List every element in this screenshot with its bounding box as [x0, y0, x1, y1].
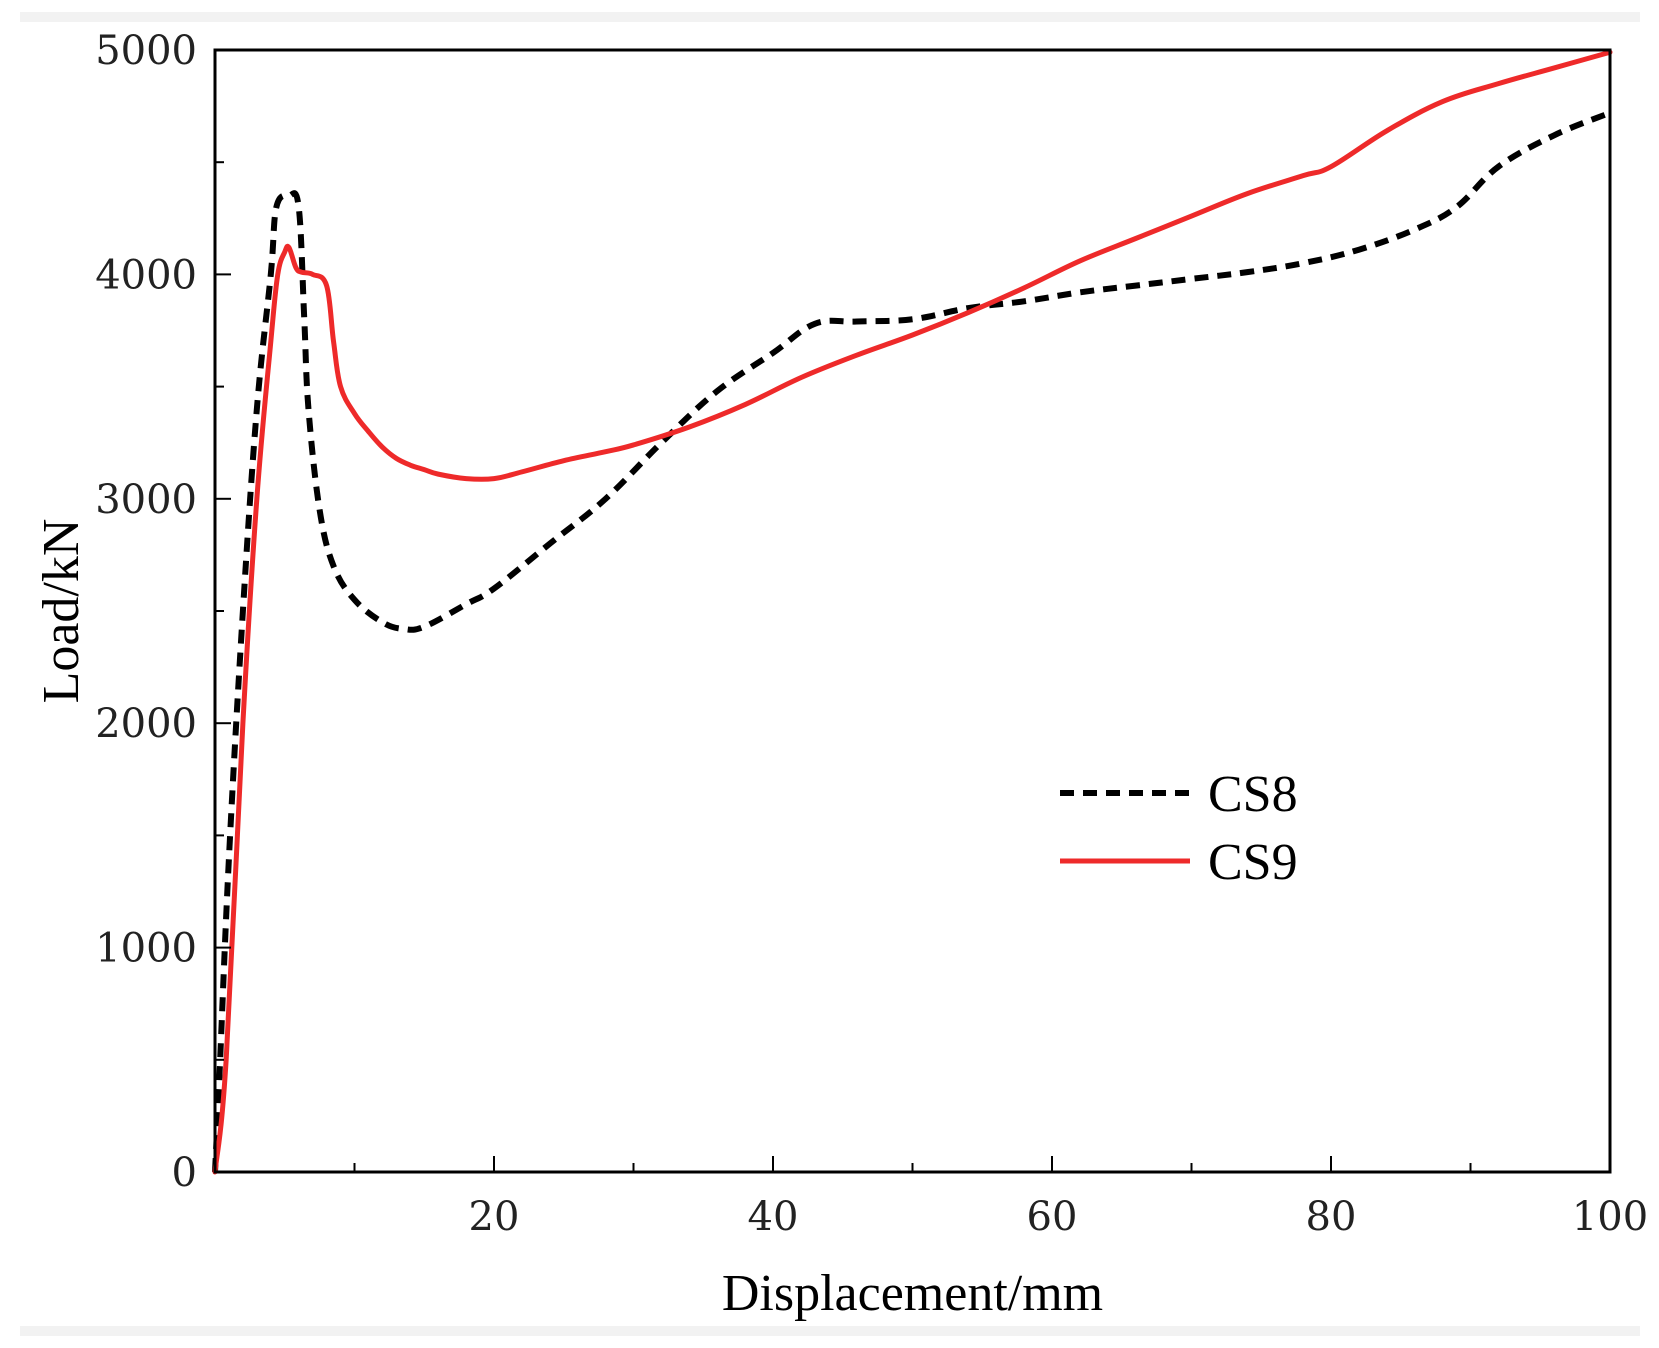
y-tick-label: 1000 — [95, 926, 197, 972]
x-tick-label: 80 — [1306, 1194, 1357, 1240]
y-axis-title: Load/kN — [33, 519, 90, 704]
x-tick-label: 60 — [1027, 1194, 1078, 1240]
x-tick-label: 20 — [469, 1194, 520, 1240]
x-tick-label: 100 — [1572, 1194, 1648, 1240]
bottom-border-band — [20, 1326, 1640, 1336]
y-tick-label: 0 — [172, 1150, 197, 1196]
legend-label-cs8: CS8 — [1208, 766, 1298, 823]
series-line-cs9 — [212, 49, 1613, 1175]
y-tick-label: 3000 — [95, 477, 197, 523]
series-line-cs8 — [212, 110, 1612, 1173]
x-tick-label: 40 — [748, 1194, 799, 1240]
plot-frame — [213, 48, 1612, 1174]
x-axis-title: Displacement/mm — [722, 1265, 1103, 1322]
legend-item-cs8: CS8 — [1060, 766, 1298, 823]
y-tick-label: 2000 — [95, 701, 197, 747]
y-tick-label: 4000 — [95, 252, 197, 298]
top-border-band — [20, 12, 1640, 22]
legend-item-cs9: CS9 — [1060, 834, 1298, 891]
series-layer — [212, 49, 1613, 1175]
legend-label-cs9: CS9 — [1208, 834, 1298, 891]
y-tick-label: 5000 — [95, 28, 197, 74]
